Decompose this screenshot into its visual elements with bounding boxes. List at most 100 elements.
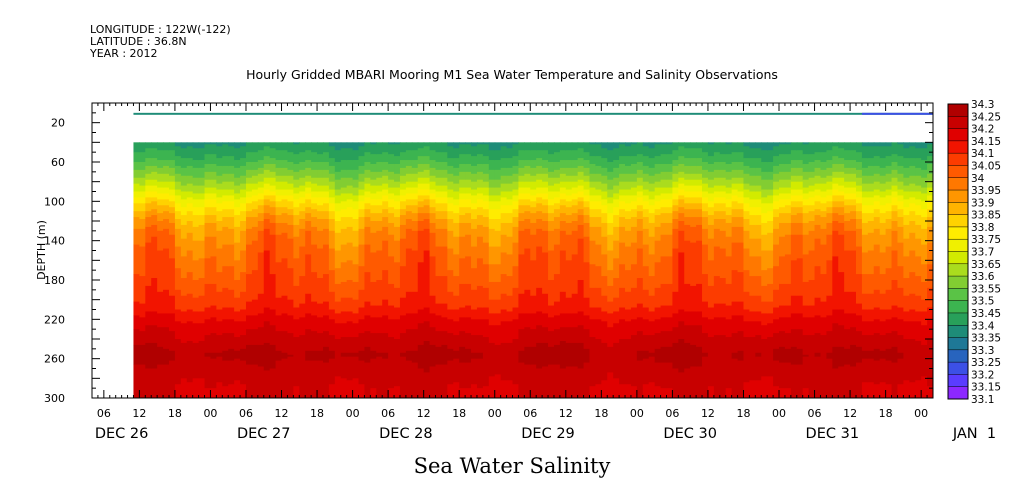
- salinity-cell: [530, 207, 537, 214]
- salinity-cell: [737, 331, 745, 352]
- salinity-cell: [790, 346, 798, 366]
- salinity-cell: [364, 177, 371, 185]
- salinity-cell: [198, 224, 206, 242]
- salinity-cell: [885, 142, 893, 147]
- salinity-cell: [287, 195, 294, 202]
- salinity-cell: [719, 203, 727, 212]
- salinity-cell: [388, 283, 395, 307]
- salinity-cell: [435, 246, 443, 277]
- salinity-cell: [642, 181, 650, 191]
- salinity-cell: [281, 213, 289, 224]
- salinity-cell: [571, 150, 579, 161]
- metadata-block: LONGITUDE : 122W(-122) LATITUDE : 36.8N …: [90, 24, 231, 60]
- salinity-cell: [796, 348, 804, 366]
- salinity-cell: [305, 221, 312, 232]
- salinity-cell: [702, 197, 709, 204]
- salinity-cell: [713, 219, 721, 230]
- salinity-cell: [352, 352, 360, 358]
- salinity-cell: [779, 163, 786, 173]
- salinity-cell: [263, 156, 271, 165]
- salinity-cell: [808, 205, 816, 212]
- salinity-cell: [494, 201, 502, 210]
- salinity-cell: [364, 217, 371, 228]
- salinity-cell: [737, 177, 745, 185]
- salinity-cell: [192, 160, 200, 169]
- salinity-cell: [619, 264, 626, 289]
- salinity-cell: [844, 313, 851, 330]
- salinity-cell: [482, 209, 490, 218]
- salinity-cell: [536, 158, 543, 167]
- salinity-cell: [151, 311, 158, 326]
- salinity-cell: [435, 219, 443, 230]
- salinity-cell: [672, 193, 679, 200]
- salinity-cell: [263, 146, 271, 157]
- salinity-cell: [328, 350, 336, 360]
- salinity-cell: [589, 319, 597, 338]
- salinity-cell: [240, 165, 247, 177]
- salinity-cell: [275, 195, 283, 202]
- salinity-cell: [405, 211, 413, 220]
- salinity-cell: [713, 228, 721, 248]
- salinity-cell: [210, 358, 217, 389]
- salinity-cell: [826, 195, 833, 202]
- salinity-cell: [897, 189, 904, 196]
- salinity-cell: [352, 142, 360, 151]
- salinity-cell: [802, 171, 810, 181]
- salinity-cell: [192, 167, 200, 179]
- salinity-cell: [453, 222, 460, 238]
- salinity-cell: [796, 142, 804, 151]
- salinity-cell: [494, 169, 502, 181]
- salinity-cell: [577, 158, 585, 167]
- salinity-cell: [784, 317, 792, 334]
- salinity-cell: [506, 276, 514, 297]
- salinity-cell: [204, 352, 212, 358]
- colorbar-swatch: [948, 288, 968, 302]
- salinity-cell: [761, 171, 768, 181]
- salinity-cell: [553, 152, 561, 163]
- salinity-cell: [879, 252, 887, 275]
- salinity-cell: [850, 250, 857, 293]
- salinity-cell: [471, 358, 478, 385]
- salinity-cell: [133, 162, 140, 171]
- salinity-cell: [488, 195, 496, 202]
- salinity-cell: [779, 207, 786, 214]
- salinity-cell: [548, 364, 555, 398]
- salinity-cell: [245, 203, 253, 212]
- salinity-cell: [630, 335, 638, 387]
- salinity-cell: [465, 213, 472, 224]
- salinity-cell: [405, 199, 413, 206]
- salinity-cell: [459, 236, 466, 259]
- salinity-cell: [873, 181, 881, 191]
- salinity-cell: [696, 224, 703, 242]
- salinity-cell: [548, 317, 555, 332]
- salinity-cell: [767, 323, 774, 338]
- salinity-cell: [636, 230, 644, 250]
- salinity-cell: [240, 175, 247, 185]
- salinity-cell: [731, 333, 739, 354]
- salinity-cell: [666, 283, 674, 307]
- colorbar-label: 34.15: [971, 136, 1001, 148]
- salinity-cell: [666, 154, 674, 165]
- salinity-cell: [234, 380, 241, 398]
- salinity-cell: [879, 197, 887, 206]
- salinity-cell: [927, 242, 933, 265]
- salinity-cell: [382, 299, 389, 316]
- salinity-cell: [613, 342, 620, 379]
- salinity-cell: [281, 207, 289, 214]
- salinity-cell: [625, 189, 632, 196]
- salinity-cell: [909, 203, 916, 212]
- salinity-cell: [370, 333, 377, 352]
- salinity-cell: [275, 215, 283, 224]
- salinity-cell: [867, 213, 875, 222]
- salinity-cell: [548, 280, 555, 307]
- salinity-cell: [767, 250, 774, 269]
- salinity-cell: [346, 260, 354, 281]
- salinity-cell: [838, 234, 845, 273]
- salinity-cell: [595, 217, 602, 228]
- salinity-cell: [737, 197, 745, 204]
- salinity-cell: [536, 228, 543, 248]
- salinity-cell: [784, 199, 792, 206]
- salinity-cell: [536, 342, 543, 369]
- salinity-cell: [151, 185, 158, 192]
- salinity-cell: [861, 335, 869, 352]
